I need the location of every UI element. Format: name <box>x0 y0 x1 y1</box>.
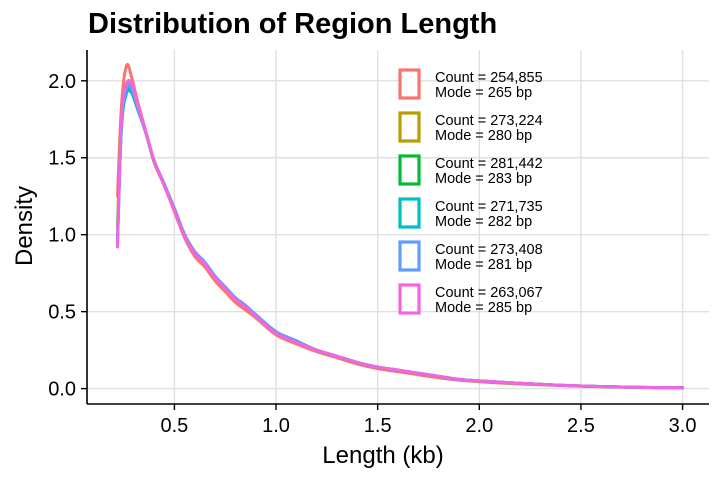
x-tick-label-1: 1.0 <box>262 415 290 437</box>
legend-label-4-1: Count = 271,735 <box>435 199 543 215</box>
y-axis-ticks: 0.0 0.5 1.0 1.5 2.0 <box>48 71 87 401</box>
y-axis-title: Density <box>11 186 38 266</box>
legend-label-1-2: Mode = 265 bp <box>435 85 532 101</box>
legend-key-1 <box>398 68 421 100</box>
legend-key-5 <box>398 240 421 272</box>
legend-label-3-2: Mode = 283 bp <box>435 171 532 187</box>
x-tick-label-0: 0.5 <box>160 415 188 437</box>
legend-key-6 <box>398 283 421 315</box>
y-tick-label-4: 2.0 <box>48 71 76 93</box>
x-tick-label-5: 3.0 <box>669 415 697 437</box>
x-axis-title: Length (kb) <box>322 442 443 469</box>
y-tick-label-0: 0.0 <box>48 379 76 401</box>
legend-label-1-1: Count = 254,855 <box>435 70 543 86</box>
legend-label-3-1: Count = 281,442 <box>435 156 543 172</box>
legend-label-5-1: Count = 273,408 <box>435 242 543 258</box>
y-tick-label-3: 1.5 <box>48 148 76 170</box>
legend-key-2 <box>398 111 421 143</box>
grid-lines <box>87 50 709 404</box>
legend-key-4 <box>398 197 421 229</box>
x-tick-label-3: 2.0 <box>465 415 493 437</box>
y-tick-label-2: 1.0 <box>48 225 76 247</box>
y-tick-label-1: 0.5 <box>48 302 76 324</box>
x-tick-label-2: 1.5 <box>364 415 392 437</box>
chart-title: Distribution of Region Length <box>88 8 497 40</box>
legend-label-6-2: Mode = 285 bp <box>435 300 532 316</box>
legend-label-2-1: Count = 273,224 <box>435 113 543 129</box>
x-tick-label-4: 2.5 <box>567 415 595 437</box>
axes <box>86 50 709 405</box>
legend-label-4-2: Mode = 282 bp <box>435 214 532 230</box>
series-line-6 <box>116 78 685 390</box>
legend-label-5-2: Mode = 281 bp <box>435 257 532 273</box>
density-lines <box>116 62 685 390</box>
legend-key-3 <box>398 154 421 186</box>
x-axis-ticks: 0.5 1.0 1.5 2.0 2.5 3.0 <box>160 404 696 437</box>
legend-label-6-1: Count = 263,067 <box>435 285 543 301</box>
legend-label-2-2: Mode = 280 bp <box>435 128 532 144</box>
